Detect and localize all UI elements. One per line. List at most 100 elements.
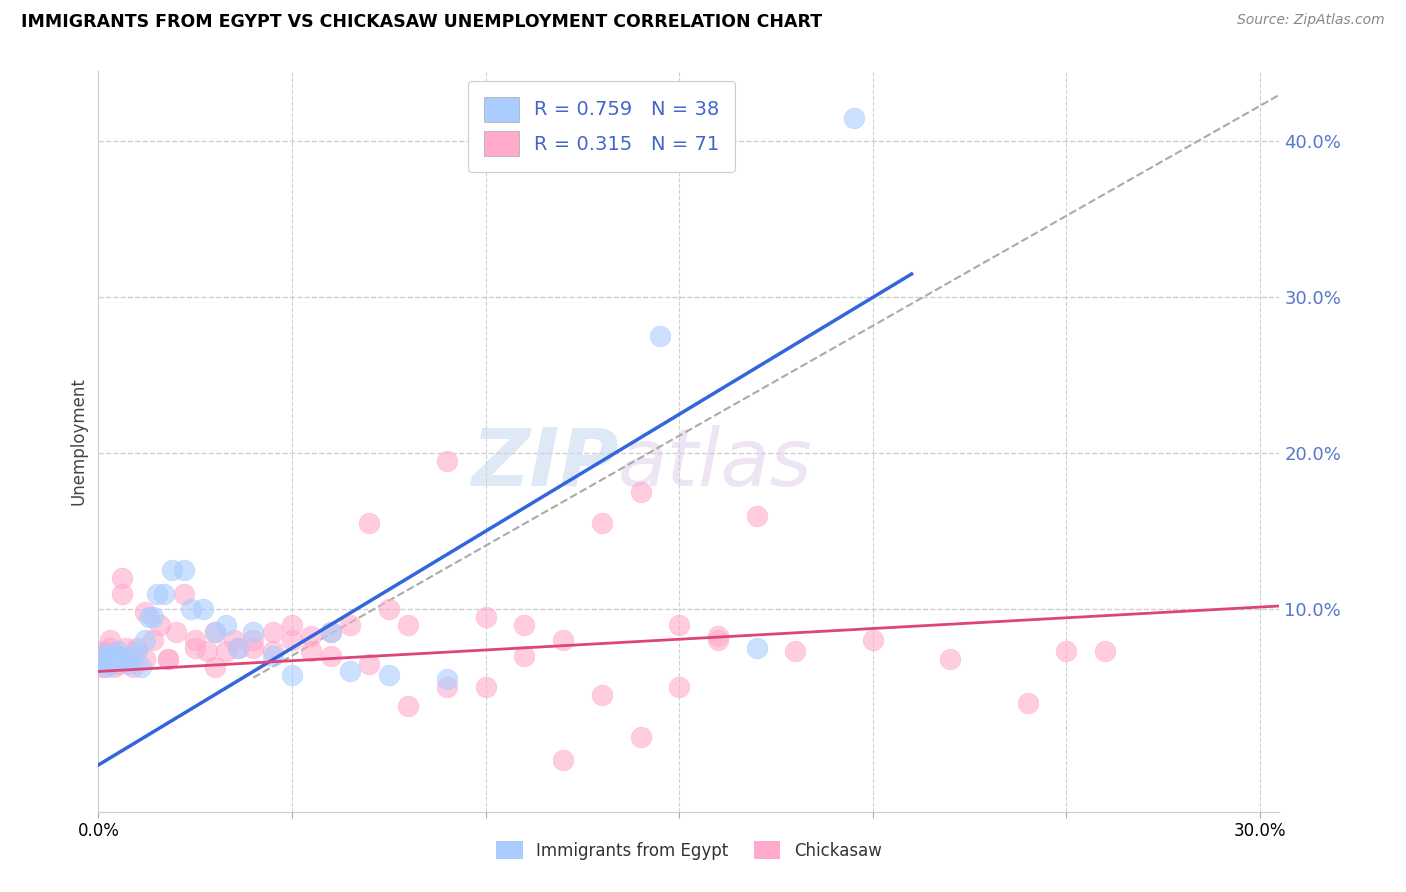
Point [862,633,884,648]
Point [513,648,536,663]
Point [153,586,176,600]
Point [173,563,195,577]
Point [114,641,136,656]
Point [107,648,129,663]
Point [184,641,207,656]
Point [103,648,125,662]
Point [173,586,195,600]
Point [96,652,118,666]
Point [668,680,690,694]
Point [551,753,574,767]
Point [111,648,134,663]
Point [118,657,141,671]
Point [103,655,125,669]
Y-axis label: Unemployment: Unemployment [69,377,87,506]
Point [91,654,114,668]
Point [98,633,121,648]
Point [281,667,304,681]
Point [107,644,129,658]
Point [262,644,284,658]
Point [339,665,361,679]
Point [745,508,768,523]
Point [396,698,419,713]
Point [134,652,156,666]
Point [242,641,264,656]
Point [122,659,145,673]
Point [591,688,613,702]
Point [111,571,134,585]
Point [785,644,807,658]
Text: Source: ZipAtlas.com: Source: ZipAtlas.com [1237,13,1385,28]
Point [1017,696,1039,710]
Point [281,617,304,632]
Point [281,633,304,648]
Point [299,629,322,643]
Point [319,625,342,640]
Point [165,625,187,640]
Point [474,680,496,694]
Point [378,602,401,616]
Point [262,648,284,663]
Text: IMMIGRANTS FROM EGYPT VS CHICKASAW UNEMPLOYMENT CORRELATION CHART: IMMIGRANTS FROM EGYPT VS CHICKASAW UNEMP… [21,13,823,31]
Point [127,644,149,658]
Point [184,633,207,648]
Point [134,633,156,648]
Point [195,644,218,658]
Point [91,644,114,658]
Point [138,610,160,624]
Text: ZIP: ZIP [471,425,619,503]
Point [103,652,125,666]
Point [630,485,652,500]
Point [359,516,381,531]
Point [91,659,114,673]
Point [551,633,574,648]
Point [142,633,165,648]
Point [107,652,129,666]
Point [191,602,214,616]
Point [1094,644,1116,658]
Point [242,633,264,648]
Point [226,641,249,656]
Point [745,641,768,656]
Point [107,657,129,671]
Point [149,617,172,632]
Point [707,629,730,643]
Point [215,617,238,632]
Point [242,625,264,640]
Point [114,654,136,668]
Point [103,659,125,673]
Point [96,646,118,660]
Point [591,516,613,531]
Point [157,652,180,666]
Point [668,617,690,632]
Point [127,641,149,656]
Point [180,602,202,616]
Point [707,633,730,648]
Point [91,646,114,660]
Point [122,650,145,665]
Point [98,648,121,663]
Point [648,329,671,343]
Point [319,625,342,640]
Point [204,625,226,640]
Point [396,617,419,632]
Point [145,586,167,600]
Point [1056,644,1078,658]
Legend: Immigrants from Egypt, Chickasaw: Immigrants from Egypt, Chickasaw [489,835,889,866]
Point [513,617,536,632]
Point [204,659,226,673]
Point [142,610,165,624]
Point [299,644,322,658]
Point [226,641,249,656]
Point [98,657,121,671]
Point [262,625,284,640]
Point [339,617,361,632]
Point [96,652,118,666]
Point [436,672,458,686]
Point [134,605,156,619]
Text: atlas: atlas [619,425,813,503]
Point [842,111,865,125]
Point [378,667,401,681]
Point [319,648,342,663]
Point [215,644,238,658]
